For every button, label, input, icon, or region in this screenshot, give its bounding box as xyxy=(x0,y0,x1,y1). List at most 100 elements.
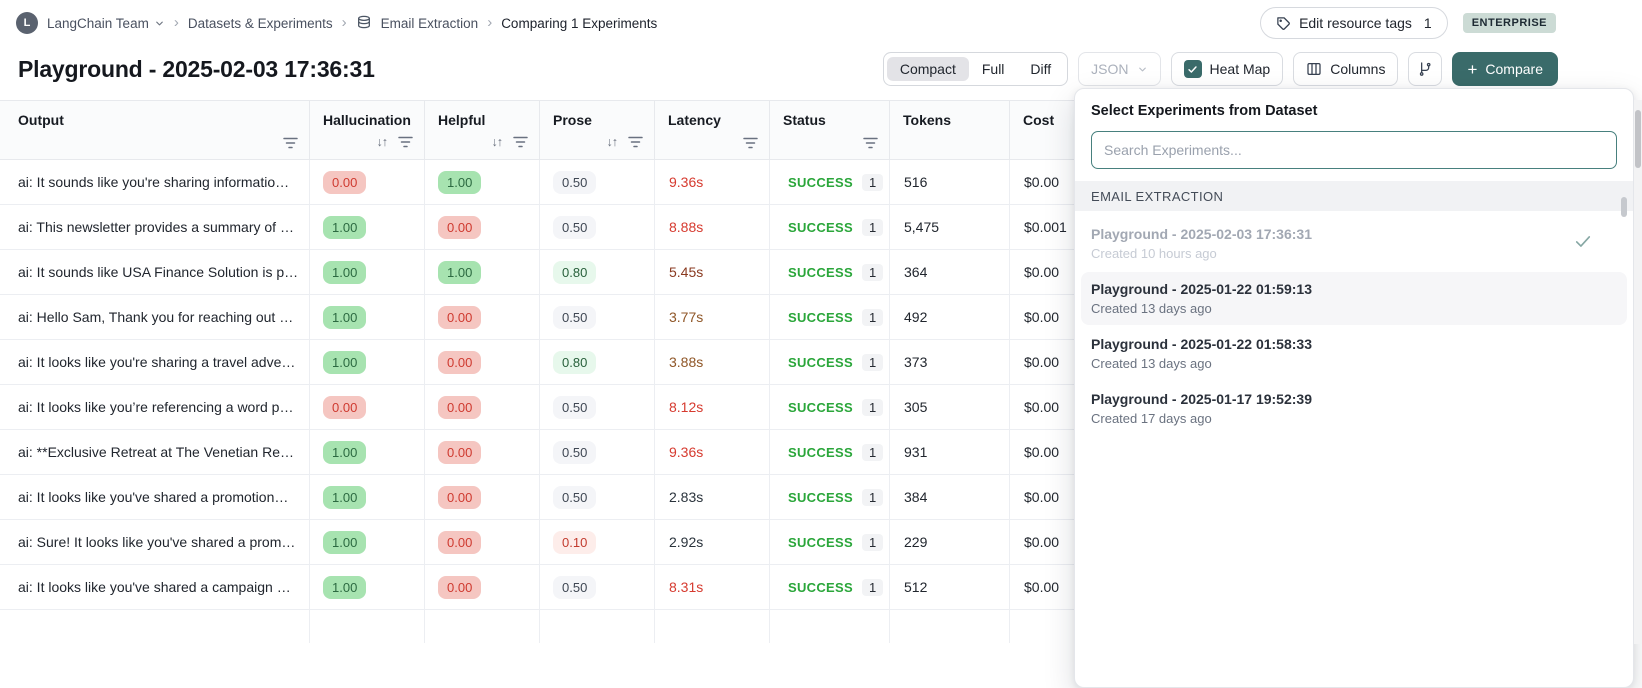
helpful-score-badge: 0.00 xyxy=(438,575,482,599)
title-row: Playground - 2025-02-03 17:36:31 Compact… xyxy=(18,48,1558,90)
filter-icon[interactable] xyxy=(863,137,878,149)
experiment-list-item[interactable]: Playground - 2025-02-03 17:36:31 Created … xyxy=(1081,217,1627,270)
helpful-score-badge: 0.00 xyxy=(438,440,482,464)
output-text: ai: Sure! It looks like you've shared a … xyxy=(18,534,296,550)
chevron-down-icon xyxy=(154,18,165,29)
column-header-icons xyxy=(743,137,758,149)
cost-cell: $0.001 xyxy=(1024,219,1067,235)
team-switcher[interactable]: LangChain Team xyxy=(47,16,165,31)
output-cell[interactable]: ai: It sounds like you're sharing inform… xyxy=(0,160,310,204)
sort-icon[interactable]: ↓↑ xyxy=(376,135,388,149)
column-header-cost: Cost xyxy=(1010,101,1642,159)
filter-icon[interactable] xyxy=(628,136,643,148)
empty-cell xyxy=(540,610,655,643)
breadcrumb-separator: › xyxy=(173,13,179,31)
output-cell[interactable]: ai: Sure! It looks like you've shared a … xyxy=(0,520,310,564)
cost-cell: $0.00 xyxy=(1024,489,1060,505)
run-count-badge: 1 xyxy=(861,578,884,596)
status-badge: SUCCESS xyxy=(788,579,853,595)
output-cell[interactable]: ai: It looks like you're sharing a trave… xyxy=(0,340,310,384)
output-cell[interactable]: ai: **Exclusive Retreat at The Venetian … xyxy=(0,430,310,474)
view-mode-full[interactable]: Full xyxy=(969,57,1018,81)
experiment-name: Playground - 2025-02-03 17:36:31 xyxy=(1091,226,1312,242)
team-name: LangChain Team xyxy=(47,15,149,31)
checkbox-checked-icon xyxy=(1183,60,1202,78)
json-format-button[interactable]: JSON xyxy=(1078,52,1161,86)
helpful-score-badge: 0.00 xyxy=(438,530,482,554)
cost-cell: $0.00 xyxy=(1024,444,1060,460)
tokens-cell: 492 xyxy=(890,295,1010,339)
breadcrumb: L LangChain Team › Datasets & Experiment… xyxy=(16,12,657,34)
sort-icon[interactable]: ↓↑ xyxy=(606,135,618,149)
tree-view-button[interactable] xyxy=(1408,52,1443,86)
experiment-list-item[interactable]: Playground - 2025-01-22 01:59:13 Created … xyxy=(1081,272,1627,325)
status-cell: SUCCESS 1 xyxy=(770,565,890,609)
heat-map-label: Heat Map xyxy=(1209,61,1271,77)
output-cell[interactable]: ai: It looks like you've shared a campai… xyxy=(0,565,310,609)
page-scrollbar-thumb[interactable] xyxy=(1635,110,1641,168)
helpful-score-badge-cell: 0.00 xyxy=(425,385,540,429)
helpful-score-badge: 1.00 xyxy=(438,170,482,194)
output-cell[interactable]: ai: It looks like you've shared a promot… xyxy=(0,475,310,519)
columns-label: Columns xyxy=(1330,61,1386,77)
latency-value: 8.12s xyxy=(669,399,704,415)
output-cell[interactable]: ai: This newsletter provides a summary o… xyxy=(0,205,310,249)
output-cell[interactable]: ai: Hello Sam, Thank you for reaching ou… xyxy=(0,295,310,339)
output-text: ai: It sounds like USA Finance Solution … xyxy=(18,264,299,280)
page-title: Playground - 2025-02-03 17:36:31 xyxy=(18,55,375,82)
latency-cell: 5.45s xyxy=(655,250,770,294)
helpful-score-badge-cell: 0.00 xyxy=(425,565,540,609)
tags-count: 1 xyxy=(1423,15,1432,31)
prose-score-badge: 0.80 xyxy=(553,350,597,374)
sort-icon[interactable]: ↓↑ xyxy=(491,135,503,149)
output-text: ai: Hello Sam, Thank you for reaching ou… xyxy=(18,309,294,325)
columns-button[interactable]: Columns xyxy=(1293,52,1399,86)
tokens-cell: 931 xyxy=(890,430,1010,474)
empty-cell xyxy=(655,610,770,643)
latency-cell: 2.92s xyxy=(655,520,770,564)
page-scrollbar[interactable] xyxy=(1634,100,1642,644)
filter-icon[interactable] xyxy=(743,137,758,149)
prose-score-badge-cell: 0.50 xyxy=(540,160,655,204)
edit-resource-tags-button[interactable]: Edit resource tags 1 xyxy=(1260,7,1448,39)
panel-scrollbar[interactable] xyxy=(1621,197,1627,217)
filter-icon[interactable] xyxy=(513,136,528,148)
view-mode-compact[interactable]: Compact xyxy=(886,57,969,81)
status-cell: SUCCESS 1 xyxy=(770,295,890,339)
hallucination-score-badge: 1.00 xyxy=(323,260,367,284)
view-mode-group: Compact Full Diff xyxy=(882,52,1069,86)
json-label: JSON xyxy=(1091,61,1129,77)
hallucination-score-badge: 1.00 xyxy=(323,485,367,509)
experiment-created: Created 13 days ago xyxy=(1091,356,1212,371)
tokens-cell: 5,475 xyxy=(890,205,1010,249)
filter-icon[interactable] xyxy=(283,137,298,149)
heat-map-toggle[interactable]: Heat Map xyxy=(1170,52,1284,86)
output-cell[interactable]: ai: It sounds like USA Finance Solution … xyxy=(0,250,310,294)
breadcrumb-datasets[interactable]: Datasets & Experiments xyxy=(187,15,333,31)
prose-score-badge-cell: 0.50 xyxy=(540,475,655,519)
output-cell[interactable]: ai: It looks like you’re referencing a w… xyxy=(0,385,310,429)
helpful-score-badge-cell: 0.00 xyxy=(425,295,540,339)
breadcrumb-dataset-name[interactable]: Email Extraction xyxy=(380,15,479,31)
toolbar: Compact Full Diff JSON Heat Map Columns + xyxy=(882,52,1558,86)
status-cell: SUCCESS 1 xyxy=(770,430,890,474)
compare-button[interactable]: + Compare xyxy=(1452,52,1558,86)
output-text: ai: **Exclusive Retreat at The Venetian … xyxy=(18,444,295,460)
status-cell: SUCCESS 1 xyxy=(770,520,890,564)
column-header-icons: ↓↑ xyxy=(492,135,529,149)
prose-score-badge-cell: 0.50 xyxy=(540,565,655,609)
view-mode-diff[interactable]: Diff xyxy=(1017,57,1064,81)
latency-value: 9.36s xyxy=(669,174,704,190)
run-count-badge: 1 xyxy=(861,533,884,551)
avatar[interactable]: L xyxy=(16,12,38,34)
experiment-name: Playground - 2025-01-17 19:52:39 xyxy=(1091,391,1312,407)
helpful-score-badge: 1.00 xyxy=(438,260,482,284)
output-text: ai: It looks like you've shared a promot… xyxy=(18,489,289,505)
search-experiments-input[interactable] xyxy=(1091,131,1617,169)
filter-icon[interactable] xyxy=(398,136,413,148)
plus-icon: + xyxy=(1467,59,1478,79)
experiment-list-item[interactable]: Playground - 2025-01-22 01:58:33 Created … xyxy=(1081,327,1627,380)
experiment-list-item[interactable]: Playground - 2025-01-17 19:52:39 Created … xyxy=(1081,382,1627,435)
status-cell: SUCCESS 1 xyxy=(770,250,890,294)
prose-score-badge: 0.50 xyxy=(553,440,597,464)
